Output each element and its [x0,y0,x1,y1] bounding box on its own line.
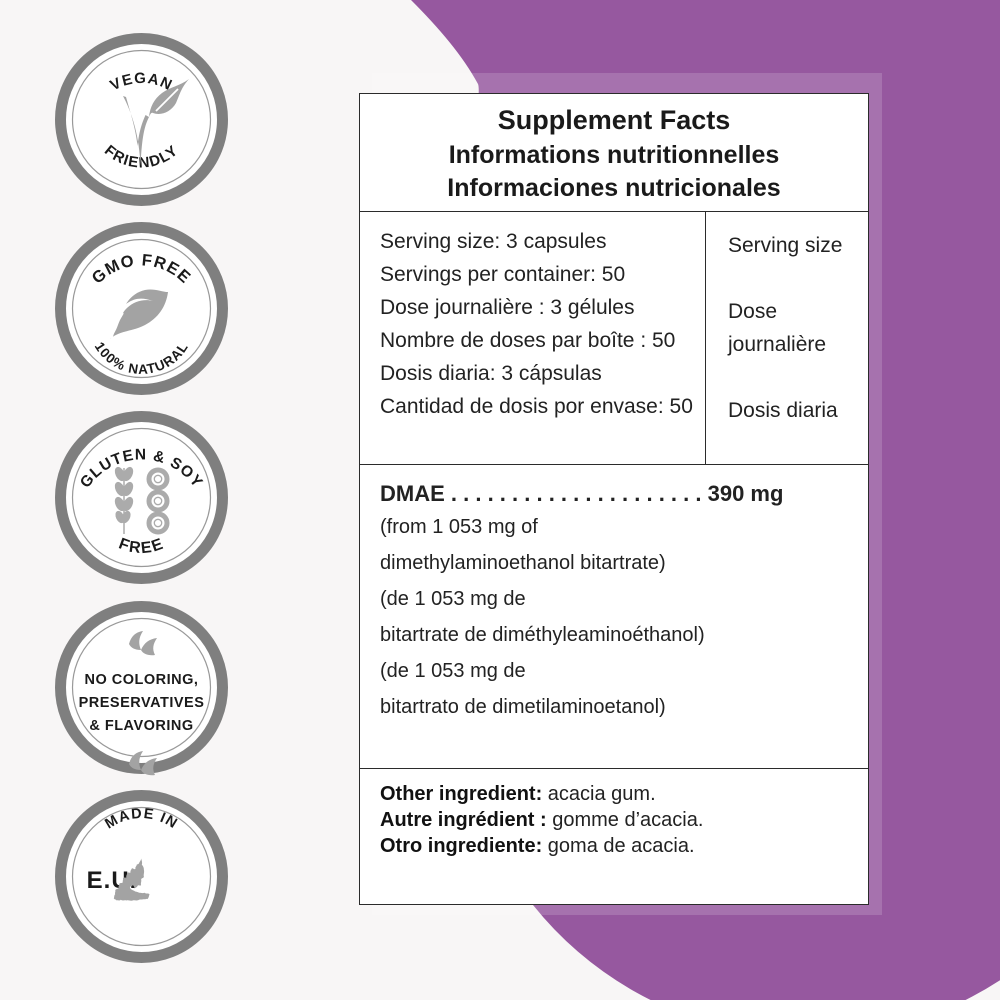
svg-text:NO COLORING,: NO COLORING, [85,672,199,688]
svg-text:& FLAVORING: & FLAVORING [89,718,193,734]
svg-text:PRESERVATIVES: PRESERVATIVES [79,695,205,711]
